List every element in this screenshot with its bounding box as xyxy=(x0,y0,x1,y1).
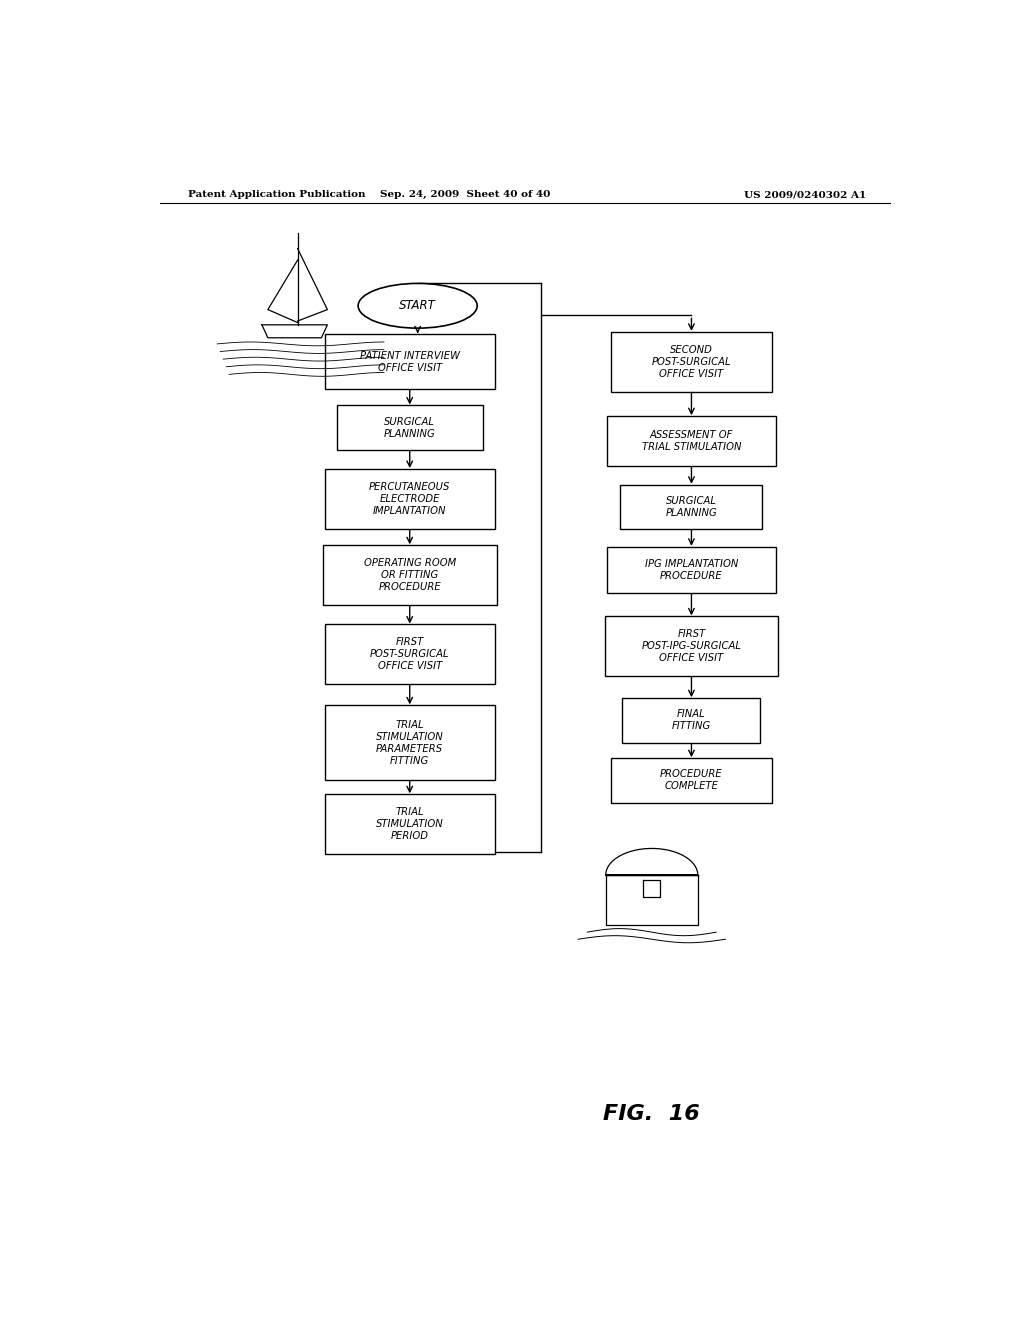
FancyBboxPatch shape xyxy=(325,624,495,684)
Text: PROCEDURE
COMPLETE: PROCEDURE COMPLETE xyxy=(660,770,723,792)
Text: FIRST
POST-SURGICAL
OFFICE VISIT: FIRST POST-SURGICAL OFFICE VISIT xyxy=(370,638,450,672)
FancyBboxPatch shape xyxy=(325,334,495,389)
Text: SURGICAL
PLANNING: SURGICAL PLANNING xyxy=(666,496,718,517)
FancyBboxPatch shape xyxy=(325,469,495,529)
Text: TRIAL
STIMULATION
PARAMETERS
FITTING: TRIAL STIMULATION PARAMETERS FITTING xyxy=(376,719,443,766)
Text: US 2009/0240302 A1: US 2009/0240302 A1 xyxy=(743,190,866,199)
Text: ASSESSMENT OF
TRIAL STIMULATION: ASSESSMENT OF TRIAL STIMULATION xyxy=(642,430,741,451)
Text: FIG.  16: FIG. 16 xyxy=(603,1104,700,1123)
FancyBboxPatch shape xyxy=(610,758,772,803)
FancyBboxPatch shape xyxy=(337,405,482,450)
Text: START: START xyxy=(399,300,436,313)
FancyBboxPatch shape xyxy=(610,331,772,392)
FancyBboxPatch shape xyxy=(606,416,776,466)
Ellipse shape xyxy=(358,284,477,329)
Text: Patent Application Publication: Patent Application Publication xyxy=(187,190,365,199)
Text: PATIENT INTERVIEW
OFFICE VISIT: PATIENT INTERVIEW OFFICE VISIT xyxy=(359,351,460,372)
FancyBboxPatch shape xyxy=(325,705,495,780)
Text: SECOND
POST-SURGICAL
OFFICE VISIT: SECOND POST-SURGICAL OFFICE VISIT xyxy=(651,345,731,379)
FancyBboxPatch shape xyxy=(604,616,778,676)
FancyBboxPatch shape xyxy=(323,545,497,605)
Text: PERCUTANEOUS
ELECTRODE
IMPLANTATION: PERCUTANEOUS ELECTRODE IMPLANTATION xyxy=(369,482,451,516)
Text: FIRST
POST-IPG-SURGICAL
OFFICE VISIT: FIRST POST-IPG-SURGICAL OFFICE VISIT xyxy=(641,630,741,663)
FancyBboxPatch shape xyxy=(623,698,761,743)
FancyBboxPatch shape xyxy=(325,795,495,854)
Text: SURGICAL
PLANNING: SURGICAL PLANNING xyxy=(384,417,435,438)
Text: IPG IMPLANTATION
PROCEDURE: IPG IMPLANTATION PROCEDURE xyxy=(645,560,738,581)
Text: FINAL
FITTING: FINAL FITTING xyxy=(672,709,711,731)
FancyBboxPatch shape xyxy=(621,484,763,529)
Text: Sep. 24, 2009  Sheet 40 of 40: Sep. 24, 2009 Sheet 40 of 40 xyxy=(380,190,551,199)
FancyBboxPatch shape xyxy=(606,546,776,594)
Text: TRIAL
STIMULATION
PERIOD: TRIAL STIMULATION PERIOD xyxy=(376,807,443,841)
Text: OPERATING ROOM
OR FITTING
PROCEDURE: OPERATING ROOM OR FITTING PROCEDURE xyxy=(364,558,456,593)
